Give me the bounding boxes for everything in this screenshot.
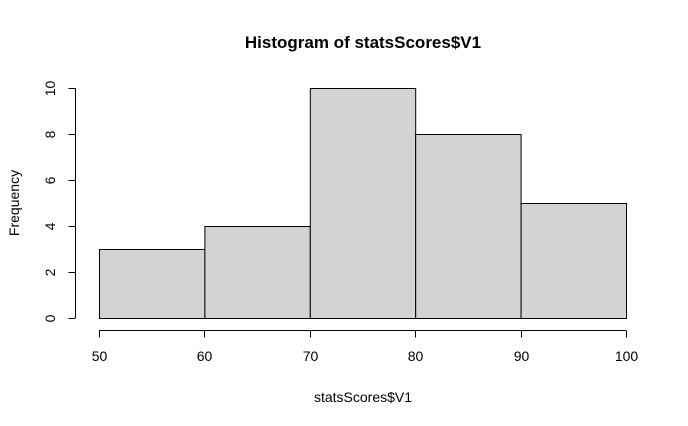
y-axis-label: Frequency [6,170,22,236]
histogram-bar-1 [204,226,311,319]
y-tick-label: 10 [42,81,58,97]
y-tick-label: 2 [42,268,58,276]
histogram-bar-0 [99,249,206,319]
chart-title: Histogram of statsScores$V1 [245,33,481,52]
histogram-bar-3 [415,134,522,319]
histogram-bar-4 [520,203,627,319]
x-tick-label: 50 [92,348,108,364]
y-tick-label: 4 [42,222,58,230]
y-tick-label: 8 [42,130,58,138]
x-axis: 50 60 70 80 90 100 [92,330,639,364]
y-tick-label: 6 [42,176,58,184]
x-tick-label: 70 [303,348,319,364]
bars-group [99,88,627,319]
x-tick-label: 90 [514,348,530,364]
x-axis-label: statsScores$V1 [314,389,412,405]
x-tick-label: 80 [408,348,424,364]
y-axis: 0 2 4 6 8 10 [42,81,76,322]
y-tick-label: 0 [42,314,58,322]
x-tick-label: 100 [615,348,639,364]
histogram-bar-2 [309,88,417,319]
x-tick-label: 60 [197,348,213,364]
